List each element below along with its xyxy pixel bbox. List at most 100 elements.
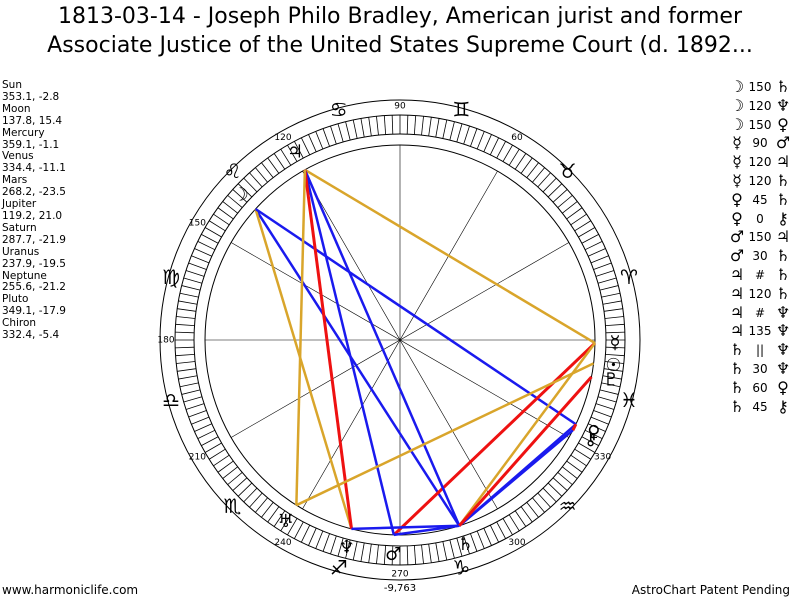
- degree-tick: [588, 248, 606, 257]
- degree-tick: [520, 157, 533, 174]
- degree-tick: [428, 117, 432, 137]
- degree-tick: [208, 220, 226, 232]
- degree-tick: [175, 346, 195, 349]
- degree-tick: [574, 220, 592, 232]
- degree-tick: [489, 524, 499, 543]
- aspect-planet2-glyph: ♄: [775, 189, 791, 209]
- aspect-planet1-glyph: ♃: [729, 321, 745, 341]
- planet-coords: 255.6, -21.2: [2, 281, 66, 294]
- aspect-row: ♄ 45 ⚷: [727, 396, 793, 417]
- body-venus-icon: ♀: [587, 422, 600, 443]
- degree-tick: [476, 530, 485, 549]
- degree-tick: [603, 368, 623, 372]
- aspect-planet2-glyph: ⚷: [777, 396, 789, 416]
- degree-tick: [595, 270, 615, 277]
- degree-tick: [413, 545, 417, 565]
- aspect-line: [458, 429, 574, 527]
- degree-tick: [213, 213, 230, 226]
- degree-label: 60: [511, 133, 523, 143]
- aspect-row: ☽ 150 ♄: [727, 77, 793, 97]
- sign-pisces-icon: ♓: [620, 388, 638, 412]
- degree-tick: [337, 537, 344, 557]
- degree-tick: [508, 148, 520, 166]
- degree-tick: [345, 121, 351, 141]
- degree-tick: [604, 316, 624, 319]
- sign-aries-icon: ♈: [620, 265, 638, 289]
- body-pluto-icon: ♇: [603, 370, 619, 391]
- degree-tick: [175, 331, 195, 334]
- planet-name: Chiron: [2, 317, 37, 330]
- degree-tick: [593, 410, 612, 418]
- aspect-row: ☿ 90 ♂: [727, 134, 793, 153]
- degree-tick: [537, 492, 551, 508]
- aspect-planet1-glyph: ♄: [729, 358, 745, 378]
- aspect-planet1-glyph: ☽: [729, 95, 745, 115]
- aspect-planet1-glyph: ♃: [729, 283, 745, 303]
- planet-name: Moon: [2, 102, 31, 115]
- degree-tick: [383, 115, 387, 135]
- chart-title-line1: 1813-03-14 - Joseph Philo Bradley, Ameri…: [58, 4, 742, 29]
- aspect-line: [303, 169, 461, 527]
- planet-coords: 137.8, 15.4: [2, 114, 63, 127]
- sign-libra-icon: ♎: [162, 388, 180, 412]
- aspect-row: ♀ 45 ♄: [727, 189, 793, 210]
- degree-tick: [581, 436, 599, 446]
- body-sun-icon: ☉: [605, 355, 621, 376]
- planet-name: Saturn: [2, 221, 37, 234]
- degree-tick: [322, 533, 330, 552]
- degree-tick: [368, 117, 372, 137]
- degree-tick: [237, 482, 253, 497]
- degree-tick: [222, 466, 238, 479]
- aspect-angle: 30: [752, 249, 768, 264]
- degree-tick: [345, 539, 351, 559]
- degree-tick: [191, 416, 210, 425]
- degree-tick: [514, 153, 527, 170]
- degree-tick: [605, 323, 625, 327]
- degree-tick: [566, 460, 583, 473]
- degree-tick: [308, 528, 317, 546]
- aspect-angle: 135: [748, 324, 772, 339]
- degree-tick: [273, 510, 286, 527]
- outer-circle: [159, 99, 641, 581]
- degree-label: 210: [189, 453, 206, 463]
- planet-name: Mercury: [2, 126, 45, 139]
- degree-label: 330: [594, 453, 611, 463]
- aspect-angle: #: [754, 305, 766, 320]
- degree-tick: [588, 423, 606, 432]
- degree-tick: [261, 502, 274, 518]
- degree-tick: [188, 410, 207, 418]
- degree-tick: [562, 466, 578, 479]
- planet-name: Sun: [2, 79, 22, 91]
- degree-tick: [406, 545, 409, 565]
- sign-scorpio-icon: ♏: [223, 494, 241, 518]
- aspect-planet2-glyph: ♆: [775, 340, 791, 360]
- degree-tick: [315, 530, 324, 549]
- planet-coords: 332.4, -5.4: [2, 329, 60, 342]
- degree-tick: [470, 128, 478, 147]
- planet-name: Uranus: [2, 245, 40, 258]
- degree-tick: [183, 396, 203, 403]
- degree-tick: [376, 544, 379, 564]
- degree-tick: [483, 528, 492, 546]
- planet-name: Pluto: [2, 293, 29, 306]
- aspect-row: ♃ # ♄: [727, 265, 793, 285]
- degree-tick: [602, 300, 622, 305]
- degree-tick: [476, 131, 485, 150]
- degree-tick: [542, 487, 557, 503]
- degree-tick: [570, 213, 587, 226]
- footer-website: www.harmoniclife.com: [2, 583, 139, 597]
- aspect-angle: 120: [748, 155, 772, 170]
- degree-tick: [217, 460, 234, 473]
- degree-tick: [590, 255, 609, 264]
- degree-tick: [273, 153, 286, 170]
- degree-tick: [175, 323, 195, 327]
- degree-tick: [603, 308, 623, 312]
- degree-tick: [597, 277, 617, 284]
- aspect-planet1-glyph: ♄: [729, 396, 745, 416]
- aspect-line: [295, 169, 307, 506]
- aspect-angle: 30: [752, 361, 768, 376]
- aspect-planet2-glyph: ♄: [775, 170, 791, 190]
- degree-tick: [208, 448, 226, 460]
- body-uranus-icon: ♅: [278, 511, 294, 532]
- aspect-planet2-glyph: ⚷: [777, 208, 789, 228]
